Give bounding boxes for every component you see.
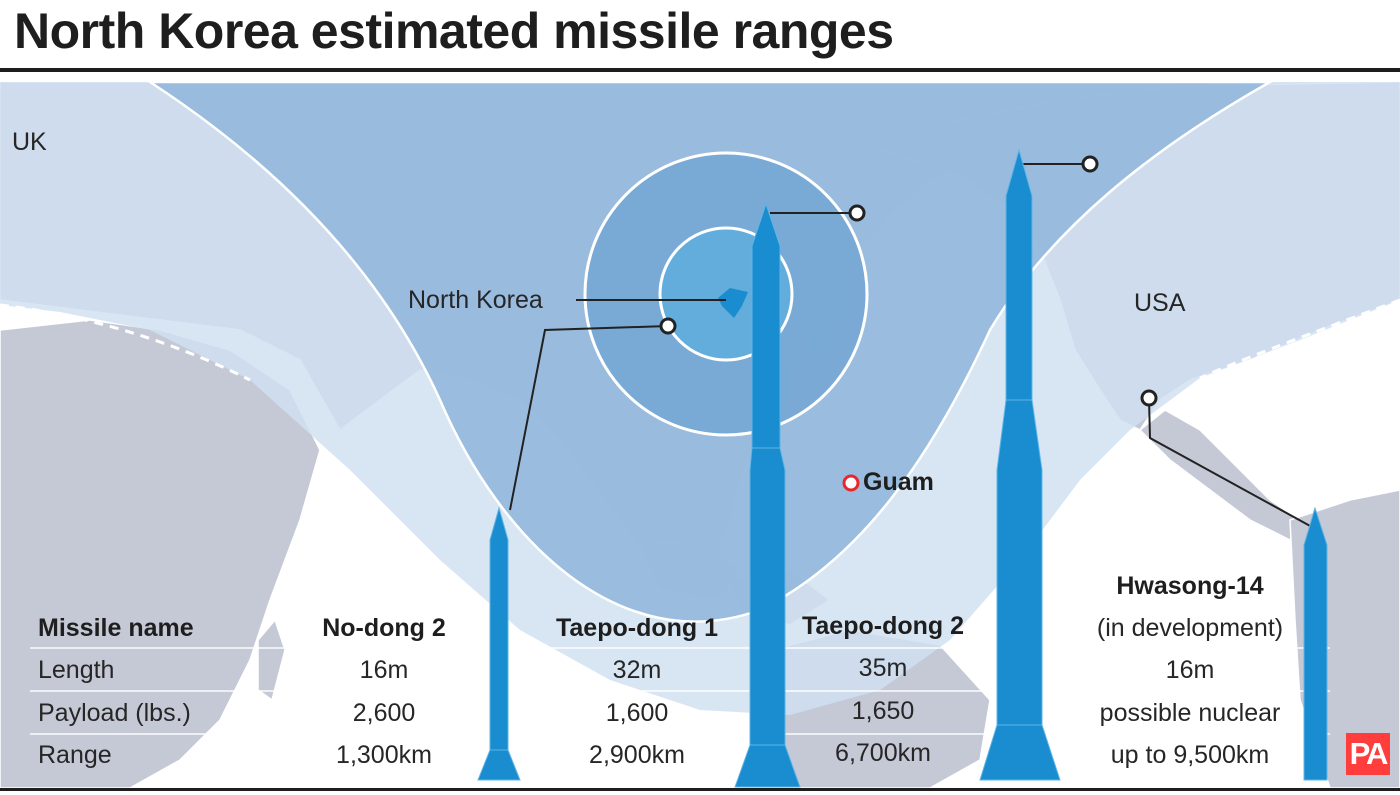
missile-payload: 1,650 xyxy=(851,697,915,725)
bottom-rule xyxy=(0,788,1400,791)
uk-label: UK xyxy=(12,128,47,156)
table-rules xyxy=(30,647,1330,735)
missile-status: (in development) xyxy=(1096,614,1284,642)
leader-endpoints xyxy=(659,155,1158,407)
range-map xyxy=(0,72,1400,788)
title-rule xyxy=(0,68,1400,72)
missile-range: 6,700km xyxy=(835,739,931,767)
taepo-dong-2-missile xyxy=(979,148,1061,781)
usa-label: USA xyxy=(1134,289,1186,317)
range-dashed-boundary xyxy=(1199,298,1400,380)
guam-marker xyxy=(842,474,860,492)
missile-length: 16m xyxy=(1165,656,1215,684)
hwasong-14-missile xyxy=(1303,506,1328,781)
missile-payload: possible nuclear xyxy=(1099,699,1281,727)
north-korea-label: North Korea xyxy=(408,286,543,314)
missile-name: Taepo-dong 2 xyxy=(801,612,965,640)
payload-row-header: Payload (lbs.) xyxy=(38,699,191,727)
missile-range: 2,900km xyxy=(589,741,685,769)
missile-length: 16m xyxy=(359,656,409,684)
missile-name: Hwasong-14 xyxy=(1116,572,1264,600)
taepo-dong-1-missile xyxy=(734,202,801,788)
missile-name: No-dong 2 xyxy=(322,614,446,642)
north-korea-shape xyxy=(718,288,748,318)
missile-payload: 2,600 xyxy=(352,699,416,727)
missile-range: 1,300km xyxy=(336,741,432,769)
range-row-header: Range xyxy=(38,741,112,769)
missile-range: up to 9,500km xyxy=(1110,741,1270,769)
page-title: North Korea estimated missile ranges xyxy=(14,3,894,59)
leader-lines xyxy=(509,163,1313,528)
pa-logo: PA xyxy=(1346,733,1390,775)
missile-length: 35m xyxy=(858,654,908,682)
length-row-header: Length xyxy=(38,656,115,684)
range-dashed-boundary xyxy=(0,303,251,382)
guam-label: Guam xyxy=(863,468,934,496)
map-graphic xyxy=(0,80,1400,788)
missile-name: Taepo-dong 1 xyxy=(555,614,719,642)
missile-name-header: Missile name xyxy=(38,614,194,642)
no-dong-2-missile xyxy=(477,506,521,781)
missile-length: 32m xyxy=(612,656,662,684)
missile-payload: 1,600 xyxy=(605,699,669,727)
